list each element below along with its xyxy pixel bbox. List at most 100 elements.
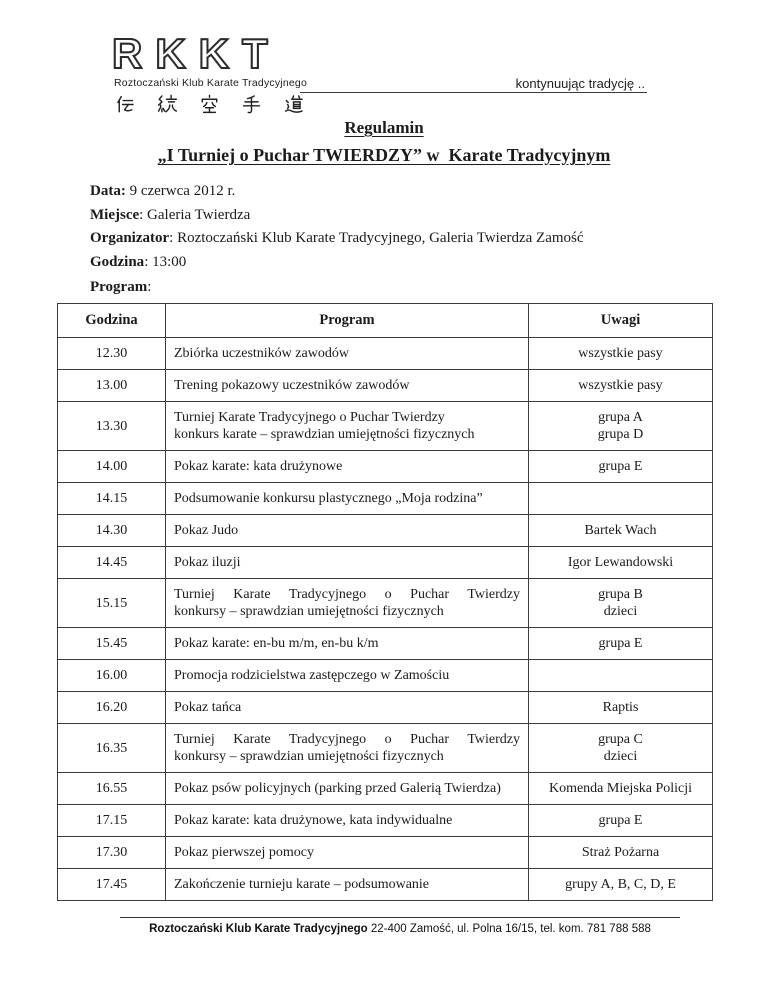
meta-organizator: Organizator: Roztoczański Klub Karate Tr… xyxy=(90,227,718,251)
cell-time: 13.00 xyxy=(57,369,166,402)
cell-time: 14.15 xyxy=(57,482,166,515)
meta-value: : 13:00 xyxy=(144,253,187,270)
cell-time: 13.30 xyxy=(57,401,166,451)
cell-program: Promocja rodzicielstwa zastępczego w Zam… xyxy=(165,659,529,692)
cell-program: Pokaz karate: kata drużynowe xyxy=(165,450,529,483)
cell-time: 14.00 xyxy=(57,450,166,483)
cell-program: Pokaz karate: kata drużynowe, kata indyw… xyxy=(165,804,529,837)
meta-value: : xyxy=(147,279,152,295)
club-name: Roztoczański Klub Karate Tradycyjnego xyxy=(114,77,307,89)
meta-list: Data: 9 czerwca 2012 r. Miejsce: Galeria… xyxy=(90,180,718,300)
header-rule: kontynuując tradycję .. xyxy=(300,0,647,93)
kanji-te-icon xyxy=(242,95,260,114)
kanji-do-icon xyxy=(284,95,303,113)
table-row: 12.30 Zbiórka uczestników zawodów wszystki… xyxy=(57,337,713,370)
meta-godzina: Godzina: 13:00 xyxy=(90,251,718,275)
table-row: 13.30 Turniej Karate Tradycyjnego o Pucha… xyxy=(57,401,713,451)
meta-label: Miejsce xyxy=(90,206,140,223)
footer-club-name: Roztoczański Klub Karate Tradycyjnego xyxy=(149,923,368,935)
program-table: Godzina Program Uwagi 12.30 Zbiórka uczes… xyxy=(57,303,713,901)
cell-time: 16.35 xyxy=(57,723,166,773)
footer-text: Roztoczański Klub Karate Tradycyjnego 22… xyxy=(120,923,680,935)
cell-program: Turniej Karate Tradycyjnego o Puchar Twi… xyxy=(165,401,529,451)
meta-value: 9 czerwca 2012 r. xyxy=(125,183,236,199)
cell-program: Pokaz iluzji xyxy=(165,546,529,579)
meta-value: : Galeria Twierdza xyxy=(139,206,251,223)
header-row: Godzina Program Uwagi xyxy=(57,303,713,338)
cell-time: 16.55 xyxy=(57,772,166,805)
cell-time: 14.45 xyxy=(57,546,166,579)
document-title: Regulamin xyxy=(344,118,424,137)
cell-notes: Bartek Wach xyxy=(528,514,713,547)
cell-time: 15.15 xyxy=(57,578,166,628)
table-row: 17.15 Pokaz karate: kata drużynowe, kata … xyxy=(57,804,713,837)
cell-notes: grupa E xyxy=(528,804,713,837)
cell-notes: Komenda Miejska Policji xyxy=(528,772,713,805)
cell-time: 16.00 xyxy=(57,659,166,692)
cell-time: 17.45 xyxy=(57,868,166,901)
table-row: 16.20 Pokaz tańca Raptis xyxy=(57,691,713,724)
table-row: 14.30 Pokaz Judo Bartek Wach xyxy=(57,514,713,547)
title-block: Regulamin „I Turniej o Puchar TWIERDZY” … xyxy=(0,118,768,166)
cell-time: 17.15 xyxy=(57,804,166,837)
meta-label: Godzina xyxy=(90,253,145,270)
table-row: 17.45 Zakończenie turnieju karate – podsu… xyxy=(57,868,713,901)
cell-notes: wszystkie pasy xyxy=(528,337,713,370)
table-row: 14.45 Pokaz iluzji Igor Lewandowski xyxy=(57,546,713,579)
cell-program: Pokaz psów policyjnych (parking przed Ga… xyxy=(165,772,529,805)
cell-notes: Raptis xyxy=(528,691,713,724)
document-footer: Roztoczański Klub Karate Tradycyjnego 22… xyxy=(120,917,680,935)
cell-time: 14.30 xyxy=(57,514,166,547)
program-table-body: 12.30 Zbiórka uczestników zawodów wszystki… xyxy=(57,337,713,901)
meta-program: Program: xyxy=(90,276,718,300)
cell-time: 17.30 xyxy=(57,836,166,869)
table-row: 14.00 Pokaz karate: kata drużynowe grupa E xyxy=(57,450,713,483)
cell-time: 15.45 xyxy=(57,627,166,660)
kanji-to-icon xyxy=(158,94,178,113)
program-table-head: Godzina Program Uwagi xyxy=(57,303,713,338)
table-row: 16.00 Promocja rodzicielstwa zastępczego … xyxy=(57,659,713,692)
cell-program: Pokaz Judo xyxy=(165,514,529,547)
col-header-program: Program xyxy=(165,303,529,338)
meta-label: Data: xyxy=(90,183,126,199)
footer-address: 22-400 Zamość, ul. Polna 16/15, tel. kom… xyxy=(367,923,651,935)
table-row: 16.35 Turniej Karate Tradycyjnego o Pucha… xyxy=(57,723,713,773)
kanji-karate-do xyxy=(114,94,304,115)
meta-value: : Roztoczański Klub Karate Tradycyjnego,… xyxy=(169,230,584,246)
col-header-godzina: Godzina xyxy=(57,303,166,338)
meta-label: Program xyxy=(90,279,148,295)
cell-time: 16.20 xyxy=(57,691,166,724)
table-row: 17.30 Pokaz pierwszej pomocy Straż Pożarna xyxy=(57,836,713,869)
cell-program: Pokaz karate: en-bu m/m, en-bu k/m xyxy=(165,627,529,660)
meta-label: Organizator xyxy=(90,230,170,246)
club-logo-letters: RKKT xyxy=(111,30,281,77)
table-row: 15.45 Pokaz karate: en-bu m/m, en-bu k/m g… xyxy=(57,627,713,660)
cell-notes xyxy=(528,659,713,692)
cell-program: Turniej Karate Tradycyjnego o Puchar Twi… xyxy=(165,578,529,628)
cell-notes: grupa E xyxy=(528,627,713,660)
table-row: 15.15 Turniej Karate Tradycyjnego o Pucha… xyxy=(57,578,713,628)
cell-notes xyxy=(528,482,713,515)
cell-program: Zbiórka uczestników zawodów xyxy=(165,337,529,370)
cell-program: Pokaz tańca xyxy=(165,691,529,724)
cell-notes: Igor Lewandowski xyxy=(528,546,713,579)
cell-program: Pokaz pierwszej pomocy xyxy=(165,836,529,869)
cell-program: Podsumowanie konkursu plastycznego „Moja… xyxy=(165,482,529,515)
cell-program: Turniej Karate Tradycyjnego o Puchar Twi… xyxy=(165,723,529,773)
cell-program: Trening pokazowy uczestników zawodów xyxy=(165,369,529,402)
cell-notes: grupa E xyxy=(528,450,713,483)
col-header-uwagi: Uwagi xyxy=(528,303,713,338)
meta-data: Data: 9 czerwca 2012 r. xyxy=(90,180,718,204)
table-row: 13.00 Trening pokazowy uczestników zawodó… xyxy=(57,369,713,402)
tagline: kontynuując tradycję .. xyxy=(515,76,645,91)
cell-notes: Straż Pożarna xyxy=(528,836,713,869)
cell-time: 12.30 xyxy=(57,337,166,370)
meta-miejsce: Miejsce: Galeria Twierdza xyxy=(90,204,718,228)
kanji-ku-icon xyxy=(201,94,217,114)
cell-notes: grupy A, B, C, D, E xyxy=(528,868,713,901)
kanji-den-icon xyxy=(117,95,134,113)
